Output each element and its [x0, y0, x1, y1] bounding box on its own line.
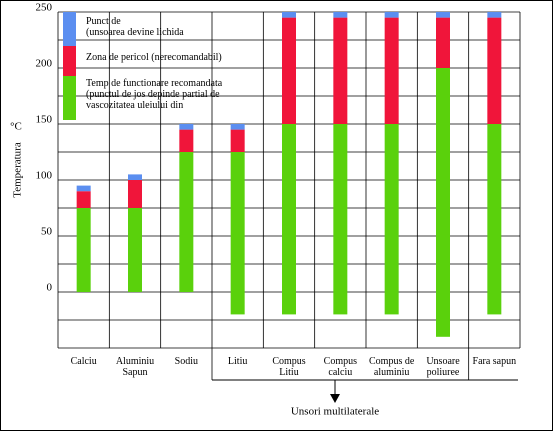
recommended-range: [384, 124, 399, 315]
recommended-range: [333, 124, 348, 315]
recommended-range: [282, 124, 296, 315]
y-tick-label: 200: [36, 58, 53, 70]
drop-point: [487, 12, 502, 18]
x-tick-label: Compus calciu: [323, 356, 357, 378]
drop-point: [179, 124, 194, 130]
drop-point: [436, 12, 450, 18]
legend-entry: Punct de (unsoarea devine lichida: [86, 16, 184, 38]
y-tick-label: 100: [36, 170, 53, 182]
danger-zone: [128, 180, 142, 208]
recommended-range: [76, 208, 91, 292]
drop-point: [230, 124, 245, 130]
x-tick-label: Calciu: [70, 356, 97, 367]
x-tick-label: Sodiu: [174, 356, 198, 367]
x-tick-label: Aluminiu Sapun: [115, 356, 155, 378]
danger-zone: [487, 17, 502, 125]
recommended-range: [179, 152, 194, 292]
legend-swatch: [63, 46, 76, 76]
legend-swatch: [63, 76, 76, 120]
x-tick-label: Compus de aluminiu: [369, 356, 415, 378]
drop-point: [333, 12, 348, 18]
y-tick-label: 250: [36, 2, 53, 14]
danger-zone: [282, 17, 296, 125]
danger-zone: [230, 129, 245, 152]
y-tick-label: 150: [36, 114, 53, 126]
recommended-range: [128, 208, 142, 292]
recommended-range: [436, 68, 450, 337]
y-unit: °C: [10, 121, 22, 133]
legend-swatch: [63, 12, 76, 46]
drop-point: [282, 12, 296, 18]
danger-zone: [384, 17, 399, 125]
legend-entry: Zona de pericol (nerecomandabil): [86, 52, 222, 63]
group-arrow-head: [330, 394, 340, 403]
drop-point: [76, 185, 91, 192]
y-tick-label: 0: [47, 282, 53, 294]
x-tick-label: Fara sapun: [472, 356, 517, 367]
x-tick-label: Compus Litiu: [272, 356, 306, 378]
recommended-range: [487, 124, 502, 315]
y-tick-label: 50: [41, 226, 53, 238]
recommended-range: [230, 152, 245, 315]
danger-zone: [436, 17, 450, 69]
group-label: Unsori multilaterale: [291, 406, 379, 418]
danger-zone: [179, 129, 194, 152]
drop-point: [128, 174, 142, 180]
x-tick-label: Litiu: [227, 356, 248, 367]
x-tick-label: Unsoare poliuree: [426, 356, 460, 378]
drop-point: [384, 12, 399, 18]
danger-zone: [333, 17, 348, 125]
y-axis-title: Temperatura: [12, 142, 24, 198]
legend-entry: Temp de functionare recomandata (punctul…: [86, 78, 223, 111]
danger-zone: [76, 191, 91, 208]
